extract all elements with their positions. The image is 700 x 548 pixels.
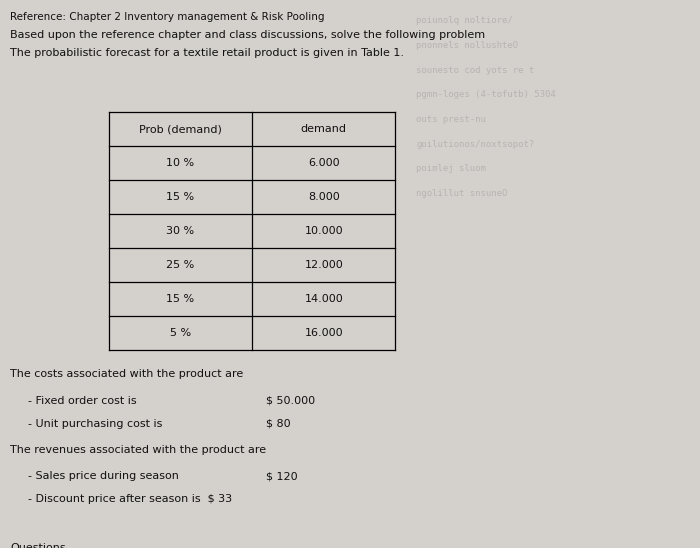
Text: $ 120: $ 120 [266, 471, 298, 481]
Text: goilutionos/noxtsopot?: goilutionos/noxtsopot? [416, 140, 535, 149]
Text: pnonnels nollushteO: pnonnels nollushteO [416, 41, 519, 50]
Text: Prob (demand): Prob (demand) [139, 124, 222, 134]
Text: poimlej sluom: poimlej sluom [416, 164, 486, 173]
Text: ngolillut snsuneO: ngolillut snsuneO [416, 189, 508, 198]
Text: The costs associated with the product are: The costs associated with the product ar… [10, 369, 244, 379]
Text: outs prest-nu: outs prest-nu [416, 115, 486, 124]
Text: Reference: Chapter 2 Inventory management & Risk Pooling: Reference: Chapter 2 Inventory managemen… [10, 12, 325, 22]
Text: 8.000: 8.000 [308, 192, 340, 202]
Text: 15 %: 15 % [166, 192, 195, 202]
Text: 12.000: 12.000 [304, 260, 343, 270]
Text: $ 50.000: $ 50.000 [266, 396, 315, 406]
Text: 16.000: 16.000 [304, 328, 343, 338]
Text: 5 %: 5 % [169, 328, 191, 338]
Text: $ 80: $ 80 [266, 419, 290, 429]
Text: 15 %: 15 % [166, 294, 195, 304]
Text: - Sales price during season: - Sales price during season [28, 471, 179, 481]
Text: The probabilistic forecast for a textile retail product is given in Table 1.: The probabilistic forecast for a textile… [10, 48, 405, 58]
Text: The revenues associated with the product are: The revenues associated with the product… [10, 445, 267, 455]
Text: 10 %: 10 % [166, 158, 195, 168]
Text: pgmn-loges (4-tofutb) 5304: pgmn-loges (4-tofutb) 5304 [416, 90, 556, 99]
Text: Based upon the reference chapter and class discussions, solve the following prob: Based upon the reference chapter and cla… [10, 30, 486, 40]
Text: 6.000: 6.000 [308, 158, 340, 168]
Text: 25 %: 25 % [166, 260, 195, 270]
Text: sounesto cod yots re t: sounesto cod yots re t [416, 66, 535, 75]
Text: - Unit purchasing cost is: - Unit purchasing cost is [28, 419, 162, 429]
Text: demand: demand [301, 124, 346, 134]
Text: Questions.: Questions. [10, 543, 70, 548]
Text: - Discount price after season is  $ 33: - Discount price after season is $ 33 [28, 494, 232, 504]
Text: 14.000: 14.000 [304, 294, 343, 304]
Text: - Fixed order cost is: - Fixed order cost is [28, 396, 136, 406]
Text: poiunolq noltiore/: poiunolq noltiore/ [416, 16, 513, 25]
Text: 10.000: 10.000 [304, 226, 343, 236]
Text: 30 %: 30 % [166, 226, 195, 236]
